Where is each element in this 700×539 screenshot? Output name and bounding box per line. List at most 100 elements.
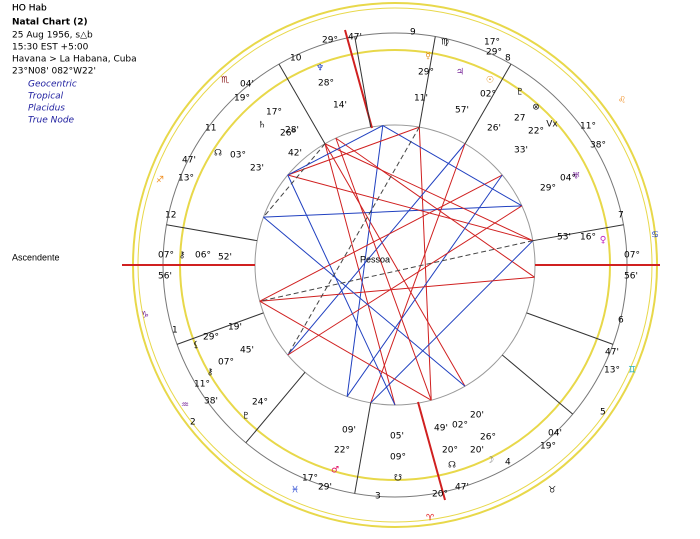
house-number: 8 <box>505 54 511 64</box>
planet-degree: 05' <box>390 432 404 442</box>
planet-degree: 45' <box>240 346 254 356</box>
planet-degree: 42' <box>288 149 302 159</box>
planet-glyph: ⚷ <box>179 251 186 261</box>
planet-glyph: ⊗ <box>532 103 540 113</box>
planet-degree: 52' <box>218 253 232 263</box>
planet-degree: 57' <box>455 106 469 116</box>
aspect-line <box>370 240 534 404</box>
ic-axis <box>417 401 446 501</box>
cusp-degree: 29° <box>486 48 502 58</box>
planet-degree: 22° <box>528 127 544 137</box>
house-number: 3 <box>375 492 381 502</box>
planet-degree: 24° <box>252 398 268 408</box>
header-option: Geocentric <box>28 80 77 90</box>
planet-glyph: ♄ <box>258 121 266 131</box>
planet-glyph: ☿ <box>425 52 431 62</box>
house-cusp <box>354 36 372 128</box>
planet-degree: 26° <box>280 129 296 139</box>
house-cusp <box>245 371 306 444</box>
zodiac-sign: ♌ <box>618 96 626 106</box>
planet-degree: 07° <box>218 358 234 368</box>
aspect-line <box>259 240 533 302</box>
aspect-line <box>287 174 396 406</box>
cusp-degree: 17° <box>302 474 318 484</box>
aspect-line <box>259 174 503 302</box>
house-cusp <box>278 63 326 145</box>
aspect-line <box>287 126 420 176</box>
cusp-degree: 38' <box>204 397 218 407</box>
aspect-line <box>324 143 466 387</box>
planet-degree: 28' <box>285 126 299 136</box>
header-time: 15:30 EST +5:00 <box>12 43 89 53</box>
cusp-degree: 47' <box>348 33 362 43</box>
planet-degree: 29° <box>203 333 219 343</box>
planet-glyph: ☊ <box>448 461 456 471</box>
planet-degree: 33' <box>514 146 528 156</box>
planet-glyph: ♅ <box>572 172 580 182</box>
house-cusp <box>354 402 372 494</box>
header-date: 25 Aug 1956, s△b <box>12 31 93 41</box>
planet-glyph: ☽ <box>486 456 494 466</box>
house-number: 6 <box>618 316 624 326</box>
cusp-degree: 47' <box>182 156 196 166</box>
planet-degree: 29° <box>540 184 556 194</box>
aspect-line <box>287 126 420 356</box>
planet-glyph: ♀ <box>600 236 607 246</box>
planet-glyph: ⚸ <box>193 341 200 351</box>
planet-degree: 29° <box>418 68 434 78</box>
house-cusp <box>464 63 512 145</box>
header-option: True Node <box>28 116 75 126</box>
header-option: Placidus <box>28 104 65 114</box>
cusp-degree: 07° <box>158 251 174 261</box>
cusp-degree: 13° <box>178 174 194 184</box>
cusp-degree: 17° <box>484 38 500 48</box>
aspect-line <box>418 127 432 401</box>
zodiac-sign: ♑ <box>141 311 149 321</box>
zodiac-sign: ♍ <box>441 38 449 48</box>
zodiac-sign: ♊ <box>628 366 636 376</box>
center-label: Pessoa <box>360 254 390 264</box>
house-number: 9 <box>410 28 416 38</box>
planet-degree: 26° <box>480 433 496 443</box>
house-cusp <box>501 354 574 415</box>
planet-glyph: ☋ <box>394 474 402 484</box>
cusp-degree: 56' <box>624 272 638 282</box>
house-number: 1 <box>172 326 178 336</box>
header-name: HO Hab <box>12 4 47 14</box>
cusp-degree: 29° <box>322 36 338 46</box>
house-cusp <box>418 36 436 128</box>
house-number: 12 <box>165 211 176 221</box>
planet-glyph: ⚷ <box>207 368 214 378</box>
cusp-degree: 29' <box>318 483 332 493</box>
aspect-line <box>382 125 523 207</box>
planet-degree: 02° <box>452 421 468 431</box>
aspect-line <box>370 143 466 404</box>
aspect-line <box>324 143 534 242</box>
planet-degree: 20' <box>470 411 484 421</box>
planet-degree: 17° <box>266 108 282 118</box>
aspect-line <box>287 125 384 176</box>
cusp-degree: 11° <box>580 122 596 132</box>
planet-degree: 06° <box>195 251 211 261</box>
planet-degree: 53' <box>557 233 571 243</box>
planet-degree: 23' <box>250 164 264 174</box>
planet-degree: 26' <box>487 124 501 134</box>
zodiac-sign: ♋ <box>651 231 659 241</box>
planet-glyph: ☉ <box>486 76 494 86</box>
planet-degree: 19' <box>228 323 242 333</box>
aspect-line <box>259 276 535 302</box>
house-number: 7 <box>618 211 624 221</box>
cusp-degree: 11° <box>194 380 210 390</box>
aspect-lines <box>259 125 535 406</box>
header-chart: Natal Chart (2) <box>12 18 88 28</box>
house-number: 10 <box>290 54 302 64</box>
planet-glyph: Vx <box>546 120 558 130</box>
cusp-degree: 47' <box>605 348 619 358</box>
house-number: 2 <box>190 418 196 428</box>
aspect-line <box>335 137 535 278</box>
planet-degree: 02° <box>480 90 496 100</box>
house-cusp <box>526 312 614 345</box>
zodiac-sign: ♒ <box>181 401 189 411</box>
planet-degree: 11' <box>414 94 428 104</box>
header-place: Havana > La Habana, Cuba <box>12 55 137 65</box>
